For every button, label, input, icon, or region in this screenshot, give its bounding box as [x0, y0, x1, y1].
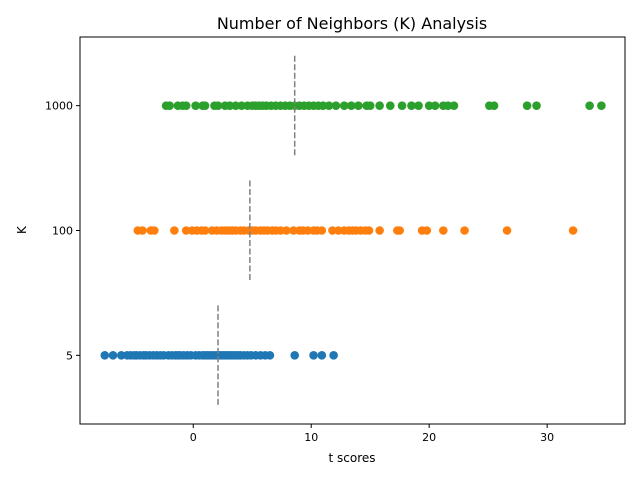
point-k1000-41 — [397, 101, 407, 110]
point-k100-36 — [328, 226, 337, 235]
x-tick-label: 30 — [540, 431, 554, 444]
point-k1000-50 — [489, 101, 499, 110]
x-axis-label: t scores — [328, 451, 375, 465]
point-k100-1 — [138, 226, 147, 235]
point-k1000-36 — [354, 101, 363, 110]
x-tick-label: 10 — [304, 431, 318, 444]
point-k100-47 — [395, 226, 404, 235]
point-k5-51 — [317, 351, 327, 360]
y-tick-label: 5 — [66, 349, 73, 362]
point-k100-32 — [303, 226, 312, 235]
series-k-5 — [100, 305, 338, 406]
point-k1000-40 — [385, 101, 395, 110]
point-k1000-11 — [225, 101, 235, 110]
point-k1000-35 — [347, 101, 356, 110]
y-axis-ticks: 5 100 1000 — [45, 100, 80, 362]
point-k5-48 — [265, 351, 275, 360]
point-k1000-45 — [430, 101, 440, 110]
point-k1000-44 — [424, 101, 434, 110]
point-k5-0 — [100, 351, 110, 360]
point-k1000-33 — [331, 101, 341, 110]
point-k5-50 — [309, 351, 318, 360]
point-k100-50 — [439, 226, 448, 235]
plot-area — [100, 55, 606, 406]
point-k100-49 — [422, 226, 432, 235]
point-k100-45 — [375, 226, 384, 235]
x-tick-label: 20 — [422, 431, 436, 444]
point-k100-29 — [289, 226, 298, 235]
chart-title: Number of Neighbors (K) Analysis — [217, 14, 487, 33]
point-k100-28 — [282, 226, 291, 235]
point-k1000-12 — [231, 101, 241, 110]
point-k100-35 — [317, 226, 327, 235]
point-k5-1 — [108, 351, 118, 360]
y-axis-label: K — [15, 225, 29, 234]
point-k1000-31 — [318, 101, 328, 110]
point-k1000-34 — [339, 101, 349, 110]
point-k1000-52 — [532, 101, 541, 110]
point-k100-3 — [150, 226, 159, 235]
point-k100-44 — [364, 226, 374, 235]
point-k1000-43 — [414, 101, 423, 110]
point-k1000-38 — [365, 101, 375, 110]
point-k1000-1 — [165, 101, 174, 110]
point-k1000-32 — [324, 101, 334, 110]
point-k5-2 — [116, 351, 126, 360]
point-k100-5 — [181, 226, 191, 235]
series-k-1000 — [161, 55, 606, 156]
point-k1000-42 — [407, 101, 416, 110]
point-k1000-39 — [375, 101, 384, 110]
point-k1000-54 — [597, 101, 606, 110]
point-k100-52 — [502, 226, 512, 235]
y-tick-label: 1000 — [45, 100, 73, 113]
point-k5-52 — [329, 351, 338, 360]
x-axis-ticks: 0 10 20 30 — [190, 424, 554, 444]
point-k1000-13 — [237, 101, 246, 110]
point-k1000-48 — [449, 101, 459, 110]
y-tick-label: 100 — [52, 225, 73, 238]
point-k5-49 — [290, 351, 300, 360]
point-k100-9 — [200, 226, 210, 235]
x-tick-label: 0 — [190, 431, 197, 444]
point-k100-27 — [276, 226, 285, 235]
point-k100-4 — [170, 226, 179, 235]
series-k-100 — [133, 180, 578, 281]
point-k100-37 — [334, 226, 343, 235]
point-k1000-5 — [191, 101, 200, 110]
point-k100-51 — [460, 226, 469, 235]
point-k1000-53 — [585, 101, 594, 110]
point-k1000-9 — [213, 101, 223, 110]
point-k1000-51 — [522, 101, 532, 110]
point-k1000-7 — [200, 101, 210, 110]
point-k100-53 — [568, 226, 578, 235]
point-k1000-4 — [181, 101, 191, 110]
point-k1000-47 — [443, 101, 453, 110]
